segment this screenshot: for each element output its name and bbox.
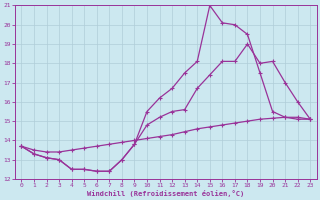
X-axis label: Windchill (Refroidissement éolien,°C): Windchill (Refroidissement éolien,°C)	[87, 190, 244, 197]
